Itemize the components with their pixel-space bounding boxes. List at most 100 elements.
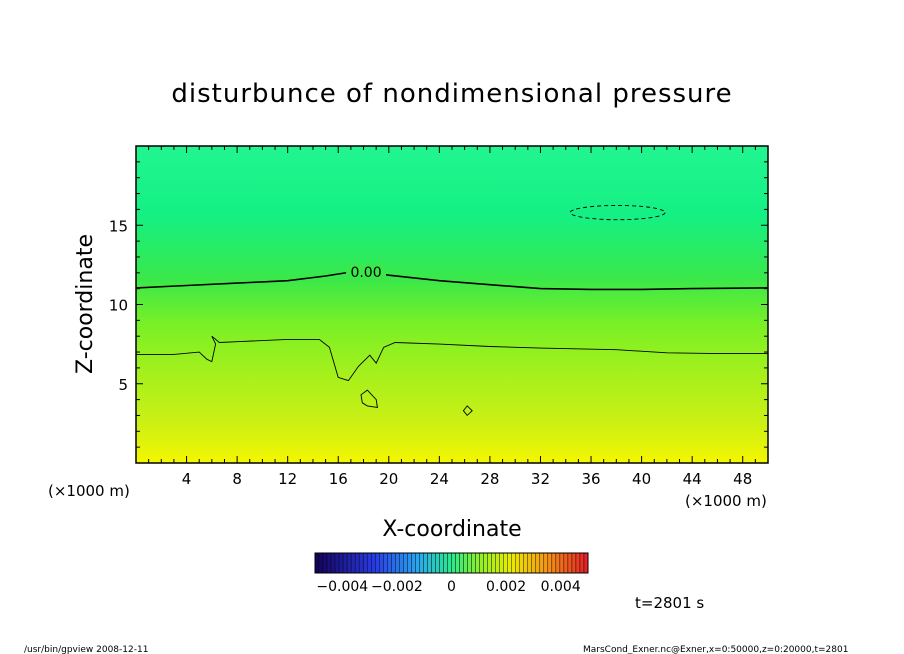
colorbar-cell xyxy=(371,552,376,574)
colorbar-cell xyxy=(459,552,464,574)
colorbar-cell xyxy=(543,552,549,574)
colorbar-cell xyxy=(338,552,344,574)
colorbar-cell xyxy=(318,552,324,574)
colorbar-cell xyxy=(350,552,356,574)
colorbar-frame xyxy=(314,552,589,574)
x-axis-label: X-coordinate xyxy=(382,517,521,542)
colorbar-cell xyxy=(479,552,484,574)
colorbar-cell xyxy=(463,552,468,574)
colorbar-cell xyxy=(326,552,332,574)
y-tick-label: 15 xyxy=(109,217,128,235)
colorbar-cell xyxy=(455,552,460,574)
contour-label: 0.00 xyxy=(350,265,381,281)
contour-negative xyxy=(569,204,666,221)
colorbar-cell xyxy=(354,552,360,574)
y-axis-label: Z-coordinate xyxy=(73,234,98,374)
y-tick-label: 10 xyxy=(109,297,128,315)
colorbar-cell xyxy=(535,552,541,574)
colorbar-cell xyxy=(507,552,512,574)
colorbar-cell xyxy=(407,552,412,574)
colorbar-cell xyxy=(322,552,328,574)
colorbar-cell xyxy=(451,552,456,574)
colorbar-tick-label: 0.002 xyxy=(486,579,526,595)
x-tick-label: 48 xyxy=(733,470,752,488)
x-tick-label: 8 xyxy=(232,470,242,488)
colorbar-cell xyxy=(511,552,516,574)
colorbar-cell xyxy=(427,552,432,574)
colorbar-cell xyxy=(330,552,336,574)
colorbar-ticks: −0.004 −0.002 0 0.002 0.004 xyxy=(316,579,580,595)
colorbar-cell xyxy=(447,552,452,574)
colorbar-cell xyxy=(391,552,396,574)
colorbar-cell xyxy=(435,552,440,574)
colorbar-cell xyxy=(527,552,532,574)
colorbar-cell xyxy=(575,552,581,574)
x-tick-label: 12 xyxy=(278,470,297,488)
plot-field xyxy=(136,146,768,463)
colorbar xyxy=(314,552,589,574)
contour-line xyxy=(136,335,768,382)
contour-label-bg xyxy=(346,264,387,279)
colorbar-cell xyxy=(519,552,524,574)
colorbar-cell xyxy=(346,552,352,574)
colorbar-tick-label: −0.002 xyxy=(371,579,423,595)
colorbar-cell xyxy=(379,552,384,574)
colorbar-cell xyxy=(399,552,404,574)
chart-title: disturbunce of nondimensional pressure xyxy=(171,79,732,109)
x-tick-label: 36 xyxy=(581,470,600,488)
colorbar-cell xyxy=(515,552,520,574)
colorbar-cell xyxy=(358,552,364,574)
colorbar-cell xyxy=(443,552,448,574)
y-tick-label: 5 xyxy=(118,376,128,394)
colorbar-cell xyxy=(366,552,372,574)
x-tick-label: 40 xyxy=(632,470,651,488)
contour-closed xyxy=(462,405,473,417)
footer-left: /usr/bin/gpview 2008-12-11 xyxy=(24,645,148,654)
colorbar-tick-label: 0.004 xyxy=(541,579,581,595)
colorbar-cell xyxy=(555,552,561,574)
x-tick-label: 24 xyxy=(430,470,449,488)
colorbar-cell xyxy=(467,552,472,574)
contour-closed xyxy=(360,389,378,409)
x-tick-label: 28 xyxy=(480,470,499,488)
colorbar-cell xyxy=(547,552,553,574)
colorbar-cell xyxy=(571,552,577,574)
colorbar-cell xyxy=(487,552,492,574)
colorbar-cell xyxy=(419,552,424,574)
colorbar-cell xyxy=(531,552,537,574)
colorbar-cell xyxy=(375,552,380,574)
x-axis: 4 8 12 16 20 24 28 32 36 40 44 48 xyxy=(135,146,769,488)
colorbar-cell xyxy=(387,552,392,574)
colorbar-cell xyxy=(411,552,416,574)
colorbar-cell xyxy=(423,552,428,574)
x-tick-label: 32 xyxy=(531,470,550,488)
colorbar-cell xyxy=(415,552,420,574)
colorbar-cell xyxy=(471,552,476,574)
colorbar-cell xyxy=(559,552,565,574)
y-axis: 5 10 15 xyxy=(109,145,768,464)
colorbar-cell xyxy=(523,552,528,574)
colorbar-cell xyxy=(491,552,496,574)
colorbar-cell xyxy=(567,552,573,574)
colorbar-cell xyxy=(495,552,500,574)
x-unit-label-right: (×1000 m) xyxy=(685,492,767,510)
footer-right: MarsCond_Exner.nc@Exner,x=0:50000,z=0:20… xyxy=(583,645,848,654)
time-label: t=2801 s xyxy=(635,594,704,612)
x-tick-label: 4 xyxy=(182,470,192,488)
colorbar-cell xyxy=(483,552,488,574)
x-tick-label: 16 xyxy=(329,470,348,488)
colorbar-cell xyxy=(503,552,508,574)
contour-layer: 0.00 xyxy=(136,204,768,417)
colorbar-cell xyxy=(431,552,436,574)
colorbar-cell xyxy=(579,552,585,574)
colorbar-cell xyxy=(362,552,368,574)
colorbar-cell xyxy=(539,552,545,574)
colorbar-tick-label: −0.004 xyxy=(316,579,368,595)
colorbar-cell xyxy=(499,552,504,574)
colorbar-tick-label: 0 xyxy=(447,579,456,595)
colorbar-cell xyxy=(334,552,340,574)
colorbar-cell xyxy=(314,552,320,574)
x-tick-label: 20 xyxy=(379,470,398,488)
colorbar-cell xyxy=(342,552,348,574)
